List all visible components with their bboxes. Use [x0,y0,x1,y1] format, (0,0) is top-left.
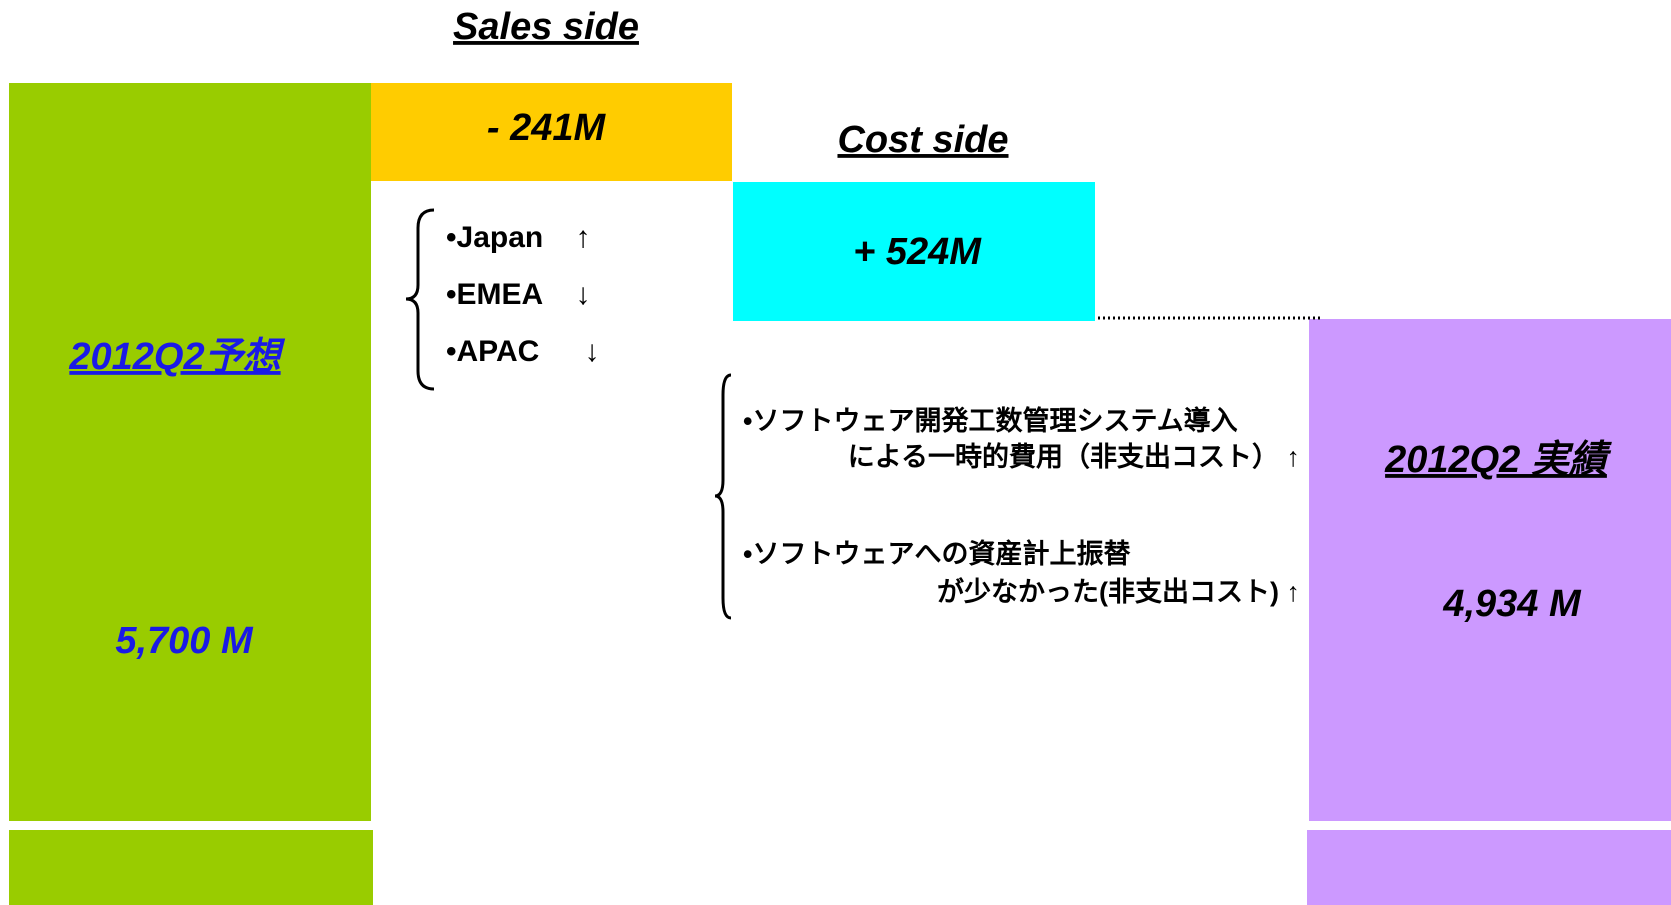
cost-item: •ソフトウェアへの資産計上振替 [743,538,1131,569]
actual-label: 2012Q2 実績 [1384,439,1613,481]
sales-amount: - 241M [487,107,607,149]
cost-bar [733,182,1095,321]
brace [405,208,435,391]
trend: ↓ [576,278,591,311]
forecast-label: 2012Q2予想 [68,336,285,378]
sales-item: •EMEA [446,278,543,311]
forecast-bar [9,83,371,821]
forecast-amount: 5,700 M [115,620,254,662]
cost-item: が少なかった(非支出コスト) ↑ [937,576,1300,607]
actual-amount: 4,934 M [1442,583,1582,625]
trend: ↑ [576,221,591,254]
sales-title: Sales side [453,6,639,48]
sales-item: •APAC [446,335,539,368]
cost-title: Cost side [837,119,1008,161]
sales-bar [371,83,732,181]
sales-item: •Japan [446,221,543,254]
cost-item: •ソフトウェア開発工数管理システム導入 [743,405,1238,436]
cost-amount: + 524M [853,231,982,273]
cost-item: による一時的費用（非支出コスト） ↑ [848,441,1300,472]
brace [714,373,732,620]
actual-bar [1309,319,1671,821]
forecast-bar-lower [9,830,373,905]
actual-bar-lower [1307,830,1671,905]
trend: ↓ [585,335,600,368]
